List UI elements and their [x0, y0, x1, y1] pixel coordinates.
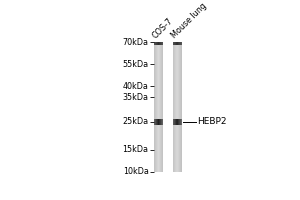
- Text: 15kDa: 15kDa: [123, 145, 148, 154]
- Text: COS-7: COS-7: [151, 16, 175, 40]
- Text: 55kDa: 55kDa: [122, 60, 148, 69]
- Text: 10kDa: 10kDa: [123, 167, 148, 176]
- Text: 25kDa: 25kDa: [122, 117, 148, 126]
- Text: 35kDa: 35kDa: [123, 93, 148, 102]
- Text: HEBP2: HEBP2: [197, 117, 226, 126]
- Text: 70kDa: 70kDa: [123, 38, 148, 47]
- Text: Mouse lung: Mouse lung: [169, 1, 208, 40]
- Text: 40kDa: 40kDa: [123, 82, 148, 91]
